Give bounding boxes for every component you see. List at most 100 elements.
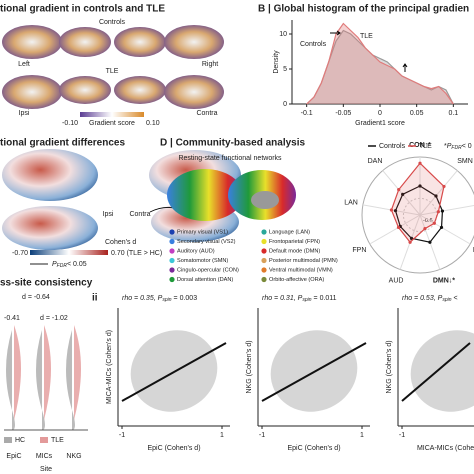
group-label: TLE — [106, 68, 119, 75]
panel-title: tional gradient in controls and TLE — [0, 4, 165, 15]
radar-category: AUD — [389, 278, 404, 285]
network-label: Language (LAN) — [269, 229, 310, 235]
colorbar-label: 0.70 (TLE > HC) — [111, 250, 162, 257]
axis-label: Site — [40, 466, 52, 473]
radar-point — [418, 161, 422, 165]
effect-label: -0.41 — [4, 315, 20, 322]
radar-category: CON↑* — [409, 142, 431, 149]
colorbar-label: Cohen's d — [105, 239, 136, 246]
radar-point — [393, 209, 398, 213]
x-tick-label: -1 — [259, 432, 265, 439]
stat-sub: spin — [162, 297, 171, 303]
radar-point — [440, 209, 445, 213]
network-swatch — [261, 248, 267, 254]
panel-title: B | Global histogram of the principal gr… — [258, 4, 469, 15]
radar-category: DAN — [368, 158, 383, 165]
hemisphere-label: Contra — [196, 110, 217, 117]
x-tick-label: 0.05 — [410, 110, 424, 117]
sig-rest: < 0.05 — [67, 261, 87, 268]
x-tick-label: -0.05 — [335, 110, 351, 117]
network-label: Secondary visual (VS2) — [177, 239, 236, 245]
x-tick-label: 0 — [378, 110, 382, 117]
stat-rho: rho = 0.53, — [402, 295, 436, 302]
colorbar-label: 0.70 — [111, 250, 125, 257]
radar-category: LAN — [344, 200, 358, 207]
radar-spoke — [369, 214, 421, 245]
legend-swatch — [40, 437, 48, 443]
sig-label: PFDR< 0.05 — [52, 261, 87, 269]
legend-label: TLE — [419, 143, 432, 150]
radar-point — [432, 221, 436, 225]
sig-sub: FDR — [57, 263, 68, 269]
radar-line — [394, 185, 444, 243]
panel-subtitle: Resting-state functional networks — [178, 155, 282, 162]
network-swatch — [261, 276, 267, 283]
stat-label: rho = 0.35, Pspin = 0.003 — [122, 295, 197, 303]
colorbar-label: -0.70 — [12, 250, 28, 257]
legend-label: TLE — [51, 437, 64, 444]
radar-point — [397, 188, 401, 192]
sig-label: *PFDR< 0 — [444, 143, 472, 151]
colorbar — [80, 112, 144, 117]
stat-sub: spin — [302, 297, 311, 303]
radar-point — [401, 192, 405, 196]
colorbar — [30, 250, 108, 255]
brains-controls — [2, 25, 224, 59]
network-label: Primary visual (VS1) — [177, 229, 228, 235]
sig-p: P — [52, 261, 57, 268]
histogram: 0 5 10 -0.1 -0.05 0 0.05 0.1 Gradient1 score Dens… — [273, 20, 468, 127]
radar-category: FPN — [352, 247, 366, 254]
radar-spoke — [419, 170, 458, 216]
legend-label: Controls — [379, 143, 406, 150]
legend-label: HC — [15, 437, 25, 444]
x-tick-label: -1 — [399, 432, 405, 439]
network-label: Orbito-affective (ORA) — [269, 277, 324, 283]
radar-tick-label: -0.6 — [423, 218, 433, 224]
arrow — [402, 63, 408, 72]
radar-point — [436, 210, 440, 214]
axis-label: NKG (Cohen's d) — [386, 340, 393, 393]
stat-rho: rho = 0.35, — [122, 295, 156, 302]
radar-spoke — [419, 204, 474, 216]
stat-p: P — [438, 295, 443, 302]
effect-label: d = -1.02 — [40, 315, 68, 322]
network-label: Dorsal attention (DAN) — [177, 277, 233, 283]
stat-rho: rho = 0.31, — [262, 295, 296, 302]
network-label: Frontoparietal (FPN) — [269, 239, 320, 245]
x-tick-label: -0.1 — [301, 110, 313, 117]
radar-spoke — [382, 170, 421, 216]
sig-rest: < 0 — [462, 143, 472, 150]
x-tick-label: EpiC — [6, 453, 21, 460]
colorbar-note: (TLE > HC) — [127, 250, 163, 257]
y-tick-label: 5 — [283, 66, 287, 73]
x-tick-label: 1 — [360, 432, 364, 439]
radar-point — [418, 184, 422, 188]
axis-label: EpiC (Cohen's d) — [287, 445, 340, 452]
colorbar-label: 0.10 — [146, 120, 160, 127]
y-tick-label: 10 — [279, 31, 287, 38]
brains-networks — [167, 169, 296, 221]
sig-sub: FDR — [451, 145, 462, 151]
density-line — [306, 22, 454, 105]
network-swatch — [169, 248, 175, 254]
x-tick-label: 1 — [220, 432, 224, 439]
violin-legend: HC TLE EpiC MICs NKG — [4, 437, 82, 460]
density-area — [306, 23, 454, 104]
network-swatch — [169, 276, 175, 283]
radar-category: PMN — [473, 247, 474, 254]
axis-label: MICA-MICs (Cohen's d) — [106, 330, 113, 404]
sig-star: * — [444, 143, 447, 150]
regression-line — [261, 342, 367, 402]
stat-pv: < — [454, 295, 458, 302]
network-label: Default mode (DMN) — [269, 248, 320, 254]
scatters: rho = 0.35, Pspin = 0.003 -1 1 EpiC (Cohen's … — [106, 295, 474, 452]
axis-label: EpiC (Cohen's d) — [147, 445, 200, 452]
group-label: Controls — [99, 19, 126, 26]
radar-point — [389, 208, 394, 212]
axis-label: Gradient1 score — [355, 120, 405, 127]
radar-category: SMN — [457, 158, 473, 165]
hemisphere-label: Left — [18, 61, 30, 68]
radar-point — [428, 240, 432, 244]
hemisphere-label: Right — [202, 61, 218, 68]
